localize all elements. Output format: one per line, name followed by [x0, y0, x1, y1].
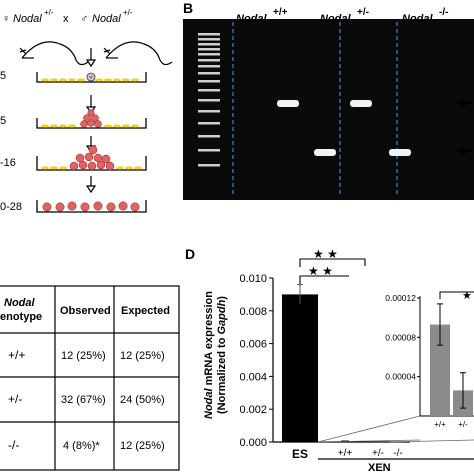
main-y-tick-label: 0.002 [239, 404, 267, 416]
y-label-rest: mRNA expression [203, 291, 215, 389]
lane-3-genotype: -/- [439, 7, 448, 18]
main-x-label: +/- [372, 448, 384, 459]
main-y-ticks: 0.010 0.008 0.006 0.004 0.002 0.000 [239, 273, 273, 449]
culture-dish-1 [36, 72, 147, 83]
row-1-expected: 12 (25%) [120, 350, 165, 362]
header-expected: Expected [121, 305, 170, 317]
y-label-suffix: ) [216, 296, 228, 300]
header-genotype: enotype [0, 311, 42, 323]
lane-2-genotype: +/- [357, 7, 369, 18]
inset-bar [430, 324, 450, 416]
main-y-tick-label: 0.006 [239, 339, 267, 351]
lane-2-gene: Nodal [320, 13, 352, 25]
gel-background [183, 19, 474, 200]
inset-bracket [439, 291, 474, 299]
cross-male-genotype: +/- [123, 8, 133, 17]
lane-3-gene: Nodal [402, 13, 434, 25]
inset-bars [430, 303, 473, 416]
panel-b-label: B [183, 0, 194, 16]
main-y-tick-label: 0.000 [239, 437, 267, 449]
cross-female-gene: Nodal [13, 13, 42, 25]
inset-x-label: +/- [458, 420, 468, 429]
row-1-observed: 12 (25%) [61, 350, 106, 362]
culture-dish-4 [36, 200, 147, 213]
cross-female-genotype: +/- [44, 8, 54, 17]
inset-x-labels: +/+ +/- [434, 420, 468, 429]
row-3-genotype: -/- [8, 438, 19, 452]
mouse-male-icon [103, 41, 173, 66]
day-label-3: -16 [0, 157, 16, 169]
y-label-norm-gene: Gapdh [216, 299, 228, 334]
inset-x-label: +/+ [434, 420, 446, 429]
y-label-prefix: (Normalized to [216, 335, 228, 414]
down-arrow-icon [85, 48, 97, 194]
cross-male-gene: Nodal [92, 13, 121, 25]
culture-dish-3 [36, 145, 147, 171]
main-y-tick-label: 0.010 [239, 273, 267, 285]
inset-y-tick-label: 0.00012 [385, 293, 416, 303]
dna-ladder [198, 33, 220, 167]
significance-stars-1: ★ ★ [308, 264, 333, 278]
header-observed: Observed [60, 305, 111, 317]
significance-stars-2: ★ ★ [313, 247, 338, 261]
row-2-expected: 24 (50%) [120, 394, 165, 406]
y-axis-label-line1: Nodal mRNA expression [203, 291, 215, 419]
male-symbol: ♂ [80, 13, 88, 25]
y-axis-label-line2: (Normalized to Gapdh) [216, 296, 228, 414]
row-2-observed: 32 (67%) [61, 394, 106, 406]
inset-y-tick-label: 0.00004 [385, 372, 416, 382]
band-wt-upper [277, 100, 299, 107]
zoom-lines [317, 415, 474, 443]
row-1-genotype: +/+ [8, 348, 25, 362]
row-3-observed: 4 (8%)* [63, 440, 100, 452]
header-gene: Nodal [4, 297, 36, 309]
inset-y-ticks: 0.00012 0.00008 0.00004 [385, 293, 420, 382]
main-x-label: +/+ [338, 448, 353, 459]
row-2-genotype: +/- [8, 392, 22, 406]
gel-bands [277, 100, 411, 156]
day-label-2: 5 [0, 115, 6, 127]
day-label-4: 0-28 [0, 201, 22, 213]
main-x-label: -/- [393, 448, 402, 459]
main-bar [374, 441, 382, 443]
inset-y-tick-label: 0.00008 [385, 332, 416, 342]
main-x-labels: ES +/+ +/- -/- [292, 447, 403, 461]
cross-times: x [63, 13, 69, 25]
female-symbol: ♀ [2, 13, 10, 25]
lane-1-genotype: +/+ [273, 7, 288, 18]
panel-d-label: D [185, 246, 196, 262]
significance-brackets [299, 258, 366, 284]
band-het-lower [314, 149, 336, 156]
main-x-label: ES [292, 447, 308, 461]
band-ko-lower [389, 149, 411, 156]
culture-dish-2 [36, 109, 147, 129]
day-label-1: 5 [0, 70, 6, 82]
main-bars [282, 284, 382, 443]
inset-significance: ★ [462, 290, 472, 302]
xen-label: XEN [368, 462, 391, 474]
lane-1-gene: Nodal [236, 13, 268, 25]
main-y-tick-label: 0.008 [239, 306, 267, 318]
band-het-upper [350, 100, 372, 107]
main-y-tick-label: 0.004 [239, 371, 267, 383]
y-label-gene: Nodal [203, 387, 215, 419]
mouse-female-icon [19, 41, 89, 66]
main-bar [282, 294, 318, 442]
row-3-expected: 12 (25%) [120, 440, 165, 452]
lane-dividers [232, 22, 398, 196]
